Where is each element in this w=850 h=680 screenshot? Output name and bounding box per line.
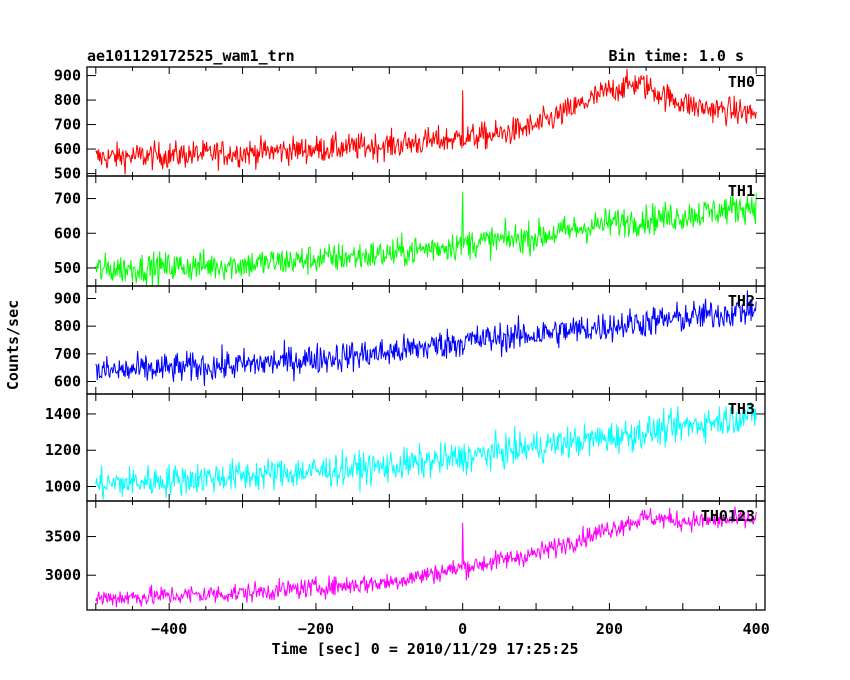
series-line-th0123: [95, 506, 757, 608]
panel-th1: 500 600 700 TH1: [54, 175, 766, 287]
x-tick-label: −200: [298, 620, 334, 638]
y-tick-label: 800: [54, 317, 81, 335]
y-tick-label: 700: [54, 190, 81, 208]
panel-th0123: 3000 3500 TH0123: [45, 500, 766, 611]
series-line-th3: [95, 402, 757, 500]
y-axis-label: Counts/sec: [4, 300, 22, 390]
y-tick-label: 900: [54, 67, 81, 85]
y-tick-label: 3500: [45, 528, 81, 546]
bin-time-label: Bin time: 1.0 s: [609, 47, 744, 65]
x-axis-label: Time [sec] 0 = 2010/11/29 17:25:25: [271, 640, 578, 658]
y-tick-label: 700: [54, 116, 81, 134]
panel-th2: 600 700 800 900 TH2: [54, 285, 766, 395]
y-tick-label: 500: [54, 165, 81, 183]
y-tick-label: 900: [54, 289, 81, 307]
y-tick-label: 700: [54, 345, 81, 363]
panel-label-th0123: TH0123: [701, 507, 755, 525]
y-tick-label: 500: [54, 259, 81, 277]
panel-label-th1: TH1: [728, 182, 755, 200]
x-tick-label: 400: [743, 620, 770, 638]
panel-th3: 1000 1200 1400 TH3: [45, 393, 766, 502]
panel-label-th3: TH3: [728, 400, 755, 418]
series-line-th1: [95, 191, 757, 286]
series-line-th2: [95, 290, 757, 386]
y-tick-label: 3000: [45, 566, 81, 584]
series-line-th0: [95, 68, 757, 175]
panel-th0: 500 600 700 800 900 TH0: [54, 66, 766, 183]
panel-label-th2: TH2: [728, 292, 755, 310]
panel-label-th0: TH0: [728, 73, 755, 91]
x-tick-label: −400: [151, 620, 187, 638]
y-tick-label: 1000: [45, 477, 81, 495]
y-tick-label: 600: [54, 140, 81, 158]
y-tick-label: 1200: [45, 441, 81, 459]
y-tick-label: 800: [54, 91, 81, 109]
panels-group: 500 600 700 800 900 TH0 500 600 700 TH1 600 700 800 9…: [45, 66, 766, 611]
x-tick-labels: −400 −200 0 200 400: [151, 620, 770, 638]
y-tick-label: 600: [54, 373, 81, 391]
panel-frame: [86, 285, 766, 395]
y-tick-label: 1400: [45, 405, 81, 423]
x-tick-label: 200: [596, 620, 623, 638]
y-tick-label: 600: [54, 224, 81, 242]
x-tick-label: 0: [458, 620, 467, 638]
chart-title: ae101129172525_wam1_trn: [87, 47, 295, 65]
